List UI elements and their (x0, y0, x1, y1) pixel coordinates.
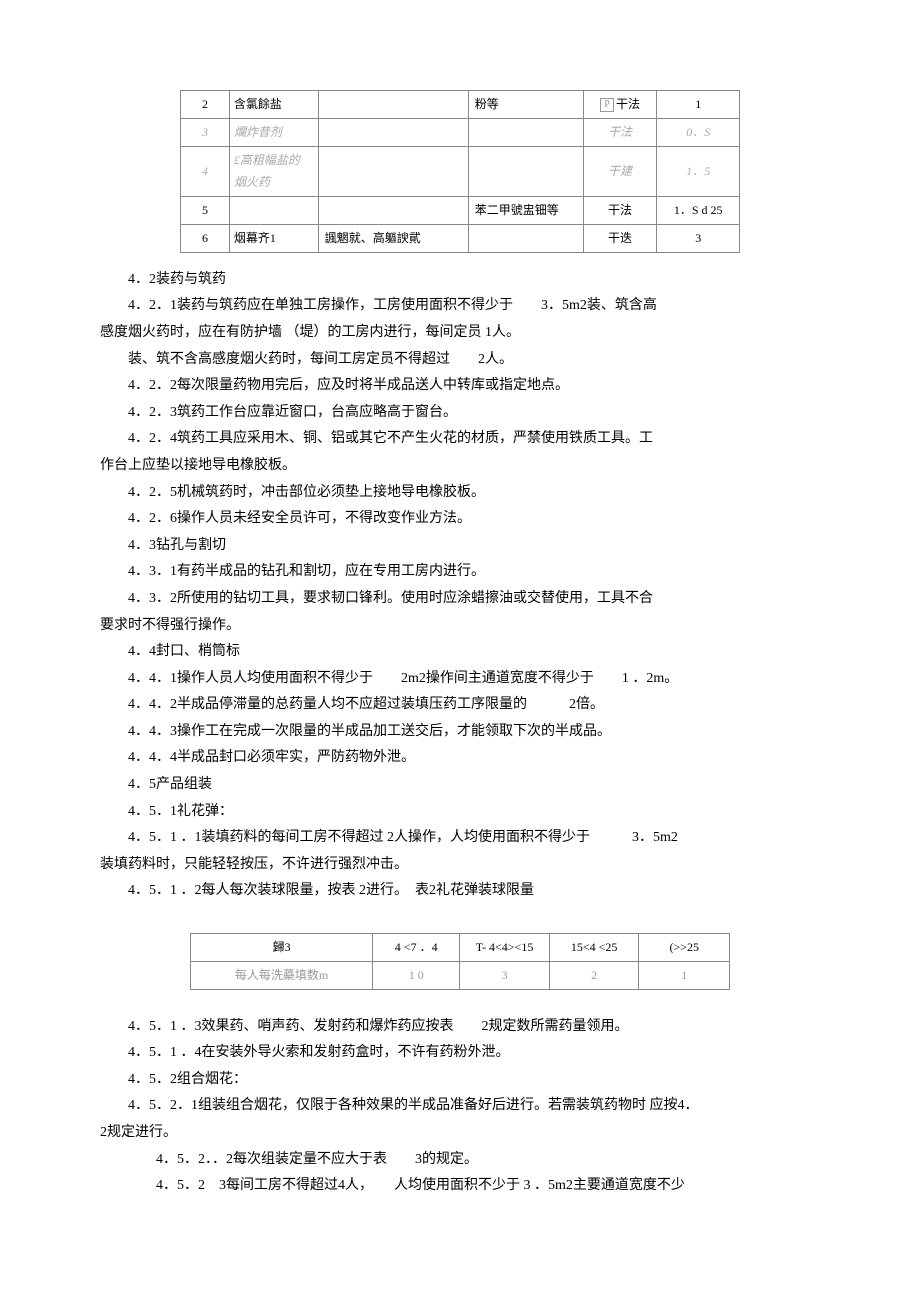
para-4-5-1-3: 4．5．1 ．3效果药、哨声药、发射药和爆炸药应按表 2规定数所需药量领用。 (100, 1014, 820, 1041)
para-4-2-1b: 感度烟火药时，应在有防护墙 （堤）的工房内进行，每间定员 1人。 (100, 320, 820, 347)
para-4-5-1-1a: 4．5．1 ．1装填药料的每间工房不得超过 2人操作，人均使用面积不得少于 3．… (100, 825, 820, 852)
table-cell: 4 (181, 146, 230, 197)
para-4-2-2: 4．2．2每次限量药物用完后，应及时将半成品送人中转库或指定地点。 (100, 373, 820, 400)
table-cell (468, 224, 583, 252)
table-row: 2含氯餘盐 粉等P干法1 (181, 91, 740, 119)
para-4-5-2: 4．5．2组合烟花： (100, 1067, 820, 1094)
table-cell: 1．S d 25 (657, 197, 740, 225)
t2-cell-1: 3 (460, 961, 550, 989)
para-4-4: 4．4封口、梢筒标 (100, 639, 820, 666)
para-4-2: 4．2装药与筑药 (100, 267, 820, 294)
table-pyrotechnics: 2含氯餘盐粉等P干法13爛炸昔剂干法0．S4£高粗幅盐的烟火药干建1．55苯二甲… (180, 90, 740, 253)
table-cell: 爛炸昔剂 (229, 118, 318, 146)
para-4-2-4a: 4．2．4筑药工具应采用木、铜、铝或其它不产生火花的材质，严禁使用铁质工具。工 (100, 426, 820, 453)
table-cell: 6 (181, 224, 230, 252)
para-4-5-1-4: 4．5．1 ．4在安装外导火索和发射药盒时，不许有药粉外泄。 (100, 1040, 820, 1067)
t2-cell-3: 1 (639, 961, 730, 989)
para-4-2-1a: 4．2．1装药与筑药应在单独工房操作，工房使用面积不得少于 3．5m2装、筑含高 (100, 293, 820, 320)
table-cell: 3 (181, 118, 230, 146)
para-4-5-2-1b: 2规定进行。 (100, 1120, 820, 1147)
para-4-4-2: 4．4．2半成品停滞量的总药量人均不应超过装填压药工序限量的 2倍。 (100, 692, 820, 719)
para-4-2-6: 4．2．6操作人员未经安全员许可，不得改变作业方法。 (100, 506, 820, 533)
table-cell: 5 (181, 197, 230, 225)
table-cell: 干法 (583, 197, 657, 225)
table-cell: 含氯餘盐 (229, 91, 318, 119)
t2-header-0: 歸3 (191, 934, 373, 962)
para-4-3-1: 4．3．1有药半成品的钻孔和割切，应在专用工房内进行。 (100, 559, 820, 586)
para-4-5-2-2: 4．5．2．．2每次组装定量不应大于表 3的规定。 (100, 1147, 820, 1174)
para-4-5-1-1b: 装填药料时，只能轻轻按压，不许进行强烈冲击。 (100, 852, 820, 879)
table-cell: 粉等 (468, 91, 583, 119)
table-cell: 干迭 (583, 224, 657, 252)
t2-header-3: 15<4 <25 (549, 934, 639, 962)
table-cell: £高粗幅盐的烟火药 (229, 146, 318, 197)
table-cell (318, 146, 468, 197)
table-ball-limit: 歸3 4 <7 ．4 T- 4<4><15 15<4 <25 (>>25 每人每… (190, 933, 730, 990)
para-4-4-3: 4．4．3操作工在完成一次限量的半成品加工送交后，才能领取下次的半成品。 (100, 719, 820, 746)
table-row: 3爛炸昔剂 干法0．S (181, 118, 740, 146)
para-4-4-1: 4．4．1操作人员人均使用面积不得少于 2m2操作间主通道宽度不得少于 1 ．2… (100, 666, 820, 693)
table-cell (318, 91, 468, 119)
t2-row-label: 每人每洗蘃填数m (191, 961, 373, 989)
table-cell (468, 118, 583, 146)
table-cell: 1 (657, 91, 740, 119)
table-cell: 0．S (657, 118, 740, 146)
table-cell: 3 (657, 224, 740, 252)
t2-header-4: (>>25 (639, 934, 730, 962)
para-4-5-1: 4．5．1礼花弹： (100, 799, 820, 826)
table-cell: 烟幕齐1 (229, 224, 318, 252)
t2-cell-0: 1 0 (373, 961, 460, 989)
para-4-4-4: 4．4．4半成品封口必须牢实，严防药物外泄。 (100, 745, 820, 772)
para-4-2-5: 4．2．5机械筑药时，冲击部位必须垫上接地导电橡胶板。 (100, 480, 820, 507)
para-4-3-2a: 4．3．2所使用的钻切工具，要求韧口锋利。使用时应涂蜡擦油或交替使用，工具不合 (100, 586, 820, 613)
table-row: 5 苯二甲號盅钿等干法1．S d 25 (181, 197, 740, 225)
table-cell: 2 (181, 91, 230, 119)
para-4-5: 4．5产品组装 (100, 772, 820, 799)
para-4-2-3: 4．2．3筑药工作台应靠近窗口，台高应略高于窗台。 (100, 400, 820, 427)
table-cell (229, 197, 318, 225)
para-4-2-4b: 作台上应垫以接地导电橡胶板。 (100, 453, 820, 480)
table-cell: P干法 (583, 91, 657, 119)
table-cell: 苯二甲號盅钿等 (468, 197, 583, 225)
table-cell: 1．5 (657, 146, 740, 197)
para-4-5-2-1a: 4．5．2．1组装组合烟花，仅限于各种效果的半成品准备好后进行。若需装筑药物时 … (100, 1093, 820, 1120)
para-4-2-1c: 装、筑不含高感度烟火药时，每间工房定员不得超过 2人。 (100, 347, 820, 374)
para-4-3: 4．3钻孔与割切 (100, 533, 820, 560)
t2-cell-2: 2 (549, 961, 639, 989)
table-cell (318, 118, 468, 146)
para-4-3-2b: 要求时不得强行操作。 (100, 613, 820, 640)
table-cell: 干建 (583, 146, 657, 197)
placeholder-icon: P (600, 98, 614, 112)
table-cell: 干法 (583, 118, 657, 146)
table-row: 4£高粗幅盐的烟火药 干建1．5 (181, 146, 740, 197)
para-4-5-2-3: 4．5．2 3每间工房不得超过4人， 人均使用面积不少于 3 ．5m2主要通道宽… (100, 1173, 820, 1200)
table-cell (318, 197, 468, 225)
para-4-5-1-2: 4．5．1 ．2每人每次装球限量，按表 2进行。 表2礼花弹装球限量 (100, 878, 820, 905)
t2-header-1: 4 <7 ．4 (373, 934, 460, 962)
t2-header-2: T- 4<4><15 (460, 934, 550, 962)
table-row: 6烟幕齐1諷魍就、高軀諛貮 干迭3 (181, 224, 740, 252)
table-cell (468, 146, 583, 197)
table-cell: 諷魍就、高軀諛貮 (318, 224, 468, 252)
